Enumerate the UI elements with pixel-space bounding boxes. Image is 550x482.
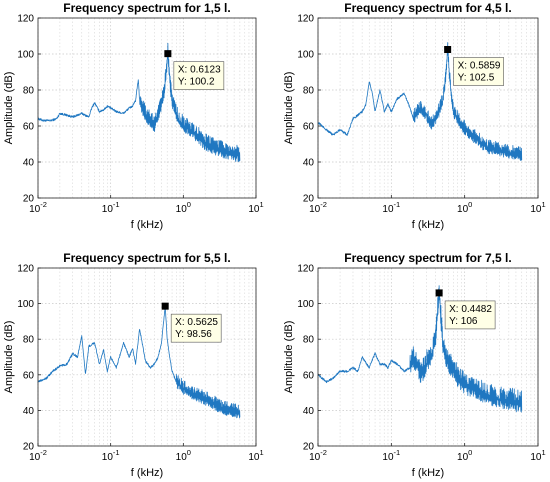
datatip-box [170,313,222,343]
axes-box [37,17,257,199]
y-tick-label: 80 [23,335,35,346]
x-tick-label: 101 [248,448,263,463]
x-tick-label: 100 [176,200,191,215]
x-tick-label: 101 [248,200,263,215]
subplot-4: 10-2 10-1 100 101 20 40 60 80 100 120 Frequency sp… [283,251,546,479]
y-tick-label: 20 [303,442,315,453]
datatip-x-label: X: 0.6123 [178,65,221,76]
y-tick-label: 80 [303,335,315,346]
subplot-title: Frequency spectrum for 4,5 l. [344,1,511,15]
datatip-marker[interactable] [161,302,169,310]
datatip-marker[interactable] [164,50,172,58]
axes-box [37,267,257,447]
x-tick-label: 100 [176,448,191,463]
spectrum-line [317,285,523,413]
datatip-x-label: X: 0.5859 [458,61,501,72]
y-tick-label: 60 [23,370,35,381]
datatip-marker[interactable] [444,46,452,53]
y-tick-label: 40 [23,406,35,417]
datatip-marker[interactable] [435,289,443,297]
subplot-title: Frequency spectrum for 7,5 l. [344,251,511,265]
y-tick-label: 120 [297,14,314,25]
x-tick-label: 10-1 [102,448,120,463]
y-tick-label: 60 [303,122,315,133]
x-tick-label: 100 [457,448,472,463]
subplot-1: 10-2 10-1 100 101 20 40 60 80 100 120 Frequency sp… [3,1,264,231]
datatip-y-label: Y: 98.56 [175,329,212,340]
y-tick-label: 40 [23,158,35,169]
x-axis-label: f (kHz) [412,467,444,479]
subplot-title: Frequency spectrum for 5,5 l. [63,251,230,265]
x-tick-label: 10-1 [382,448,400,463]
y-axis-label: Amplitude (dB) [3,72,15,145]
y-tick-label: 120 [17,264,34,275]
plot-area [38,18,256,198]
x-tick-label: 10-2 [309,200,327,215]
datatip-y-label: Y: 100.2 [178,77,215,88]
y-tick-label: 60 [23,122,35,133]
y-tick-label: 120 [17,14,34,25]
x-tick-label: 10-2 [29,448,47,463]
subplot-title: Frequency spectrum for 1,5 l. [63,1,230,15]
y-tick-label: 60 [303,370,315,381]
y-axis-label: Amplitude (dB) [283,72,295,145]
y-tick-label: 20 [23,194,35,205]
spectrum-line [37,42,241,163]
subplot-2: 10-2 10-1 100 101 20 40 60 80 100 120 Frequency sp… [283,1,546,231]
y-tick-label: 40 [303,406,315,417]
x-tick-label: 10-1 [382,200,400,215]
y-tick-label: 40 [303,158,315,169]
datatip-y-label: Y: 102.5 [458,73,495,84]
x-tick-label: 10-2 [309,448,327,463]
y-tick-label: 20 [303,194,315,205]
y-axis-label: Amplitude (dB) [3,321,15,394]
y-axis-label: Amplitude (dB) [283,321,295,394]
x-tick-label: 10-2 [29,200,47,215]
y-tick-label: 80 [23,86,35,97]
y-tick-label: 100 [297,299,314,310]
plot-area [318,18,538,198]
y-tick-label: 120 [297,264,314,275]
axes-box [317,17,539,199]
y-tick-label: 100 [17,299,34,310]
plot-area [38,268,256,446]
x-axis-label: f (kHz) [131,467,163,479]
x-tick-label: 100 [457,200,472,215]
x-axis-label: f (kHz) [131,219,163,231]
datatip-box [444,300,496,330]
spectrum-line [317,42,523,161]
y-tick-label: 20 [23,442,35,453]
datatip-box [453,57,504,86]
subplot-3: 10-2 10-1 100 101 20 40 60 80 100 120 Frequency sp… [3,251,264,479]
x-tick-label: 101 [530,448,545,463]
x-tick-label: 10-1 [102,200,120,215]
x-axis-label: f (kHz) [412,219,444,231]
datatip-x-label: X: 0.5625 [175,317,218,328]
y-tick-label: 80 [303,86,315,97]
axes-box [317,267,539,447]
y-tick-label: 100 [297,50,314,61]
datatip-box [173,61,225,90]
y-tick-label: 100 [17,50,34,61]
x-tick-label: 101 [530,200,545,215]
datatip-x-label: X: 0.4482 [449,304,492,315]
spectrum-line [37,306,241,419]
datatip-y-label: Y: 106 [449,316,478,327]
